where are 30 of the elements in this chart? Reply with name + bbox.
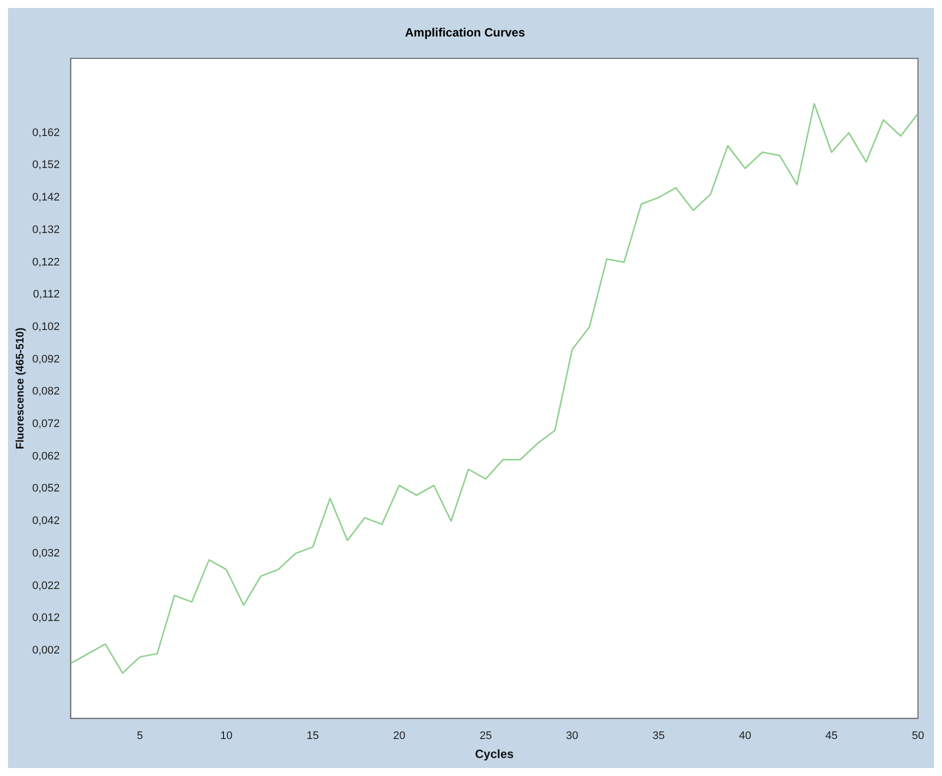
x-tick-label: 30: [566, 730, 578, 742]
y-tick-label: 0,042: [32, 515, 60, 528]
y-tick-label: 0,062: [32, 450, 60, 462]
y-tick-label: 0,092: [32, 353, 60, 366]
x-tick-label: 45: [825, 730, 838, 742]
x-tick-label: 40: [738, 730, 752, 742]
x-axis-title: Cycles: [475, 747, 514, 762]
x-tick-label: 25: [480, 730, 492, 742]
chart-title: Amplification Curves: [404, 26, 526, 40]
y-tick-label: 0,152: [32, 159, 60, 172]
y-tick-label: 0,142: [32, 192, 60, 204]
y-tick-label: 0,052: [32, 482, 60, 495]
x-tick-label: 5: [136, 730, 143, 742]
x-tick-label: 10: [220, 730, 232, 742]
x-tick-label: 50: [912, 730, 924, 742]
y-axis-title: Fluorescence (465-510): [14, 327, 27, 450]
y-tick-label: 0,112: [33, 288, 60, 301]
y-tick-label: 0,032: [32, 547, 60, 560]
x-tick-label: 35: [652, 730, 665, 742]
y-tick-label: 0,012: [32, 612, 60, 624]
y-tick-label: 0,022: [32, 580, 60, 592]
y-tick-label: 0,162: [32, 126, 60, 139]
x-tick-label: 15: [306, 730, 319, 742]
y-tick-label: 0,102: [32, 320, 60, 333]
y-tick-label: 0,122: [32, 256, 60, 268]
y-tick-label: 0,072: [32, 418, 60, 430]
y-tick-label: 0,002: [32, 644, 60, 656]
x-tick-label: 20: [393, 730, 406, 742]
y-tick-label: 0,132: [32, 224, 60, 236]
y-tick-label: 0,082: [32, 386, 60, 398]
